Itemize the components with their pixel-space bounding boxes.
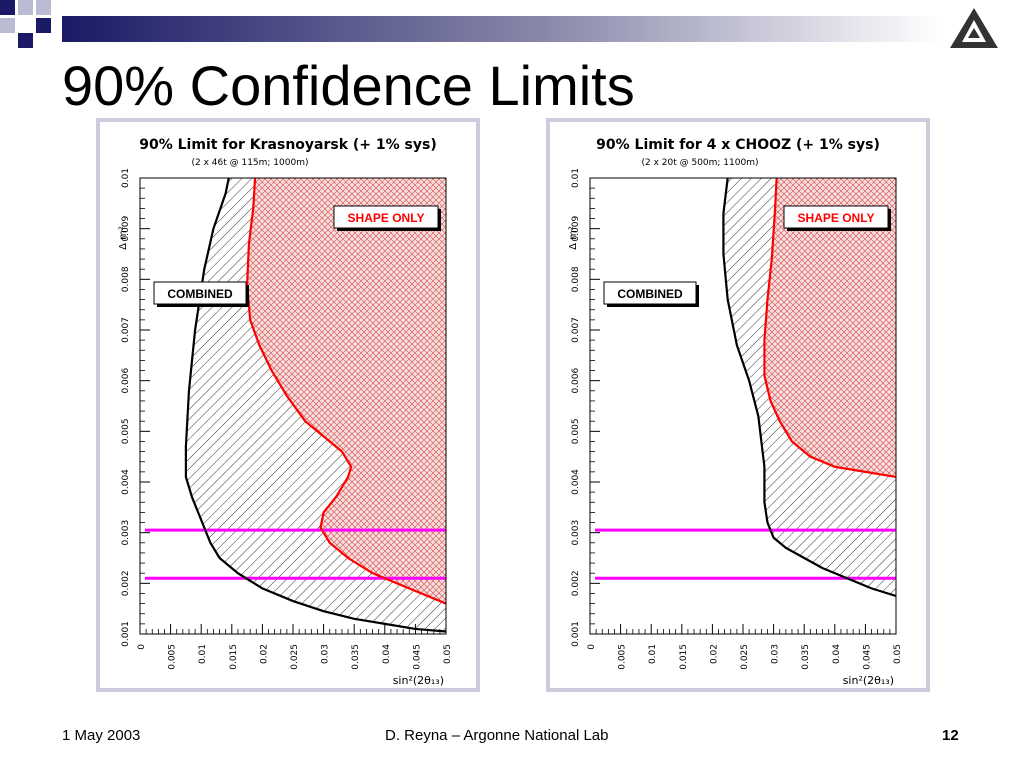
shape-only-excluded-region: [764, 178, 896, 477]
x-tick-label: 0.015: [229, 644, 239, 670]
x-tick-label: 0.01: [648, 644, 658, 664]
y-axis-label: Δ m²: [118, 226, 129, 250]
title-bar-graphic: [0, 0, 940, 48]
x-tick-label: 0.04: [382, 644, 392, 664]
shape-only-label: SHAPE ONLY: [783, 205, 891, 231]
footer-author: D. Reyna – Argonne National Lab: [385, 727, 609, 744]
y-tick-label: 0.004: [121, 469, 131, 495]
combined-label-text: COMBINED: [617, 287, 683, 301]
y-tick-label: 0.008: [571, 266, 581, 292]
chart-panel-chooz: 90% Limit for 4 x CHOOZ (+ 1% sys) (2 x 2…: [546, 118, 930, 692]
y-tick-label: 0.006: [571, 368, 581, 394]
plot-area: [595, 178, 896, 634]
y-tick-label: 0.009: [121, 216, 131, 242]
corner-square-6: [18, 33, 33, 48]
chart-subtitle: (2 x 46t @ 115m; 1000m): [191, 158, 308, 168]
shape-only-curve: [763, 178, 896, 479]
x-tick-label: 0.02: [709, 644, 719, 664]
y-tick-label: 0.004: [571, 469, 581, 495]
y-tick-label: 0.009: [571, 216, 581, 242]
x-tick-label: 0.03: [321, 644, 331, 664]
y-tick-label: 0.005: [571, 418, 581, 444]
combined-curve: [722, 178, 896, 598]
combined-label: COMBINED: [153, 281, 249, 307]
footer-date: 1 May 2003: [62, 727, 141, 744]
chart-chooz: 90% Limit for 4 x CHOOZ (+ 1% sys) (2 x 2…: [568, 137, 903, 687]
x-tick-label: 0.005: [168, 644, 178, 670]
page-number: 12: [942, 727, 959, 744]
shape-only-label: SHAPE ONLY: [333, 205, 441, 231]
x-tick-label: 0.04: [832, 644, 842, 664]
y-tick-label: 0.001: [571, 621, 581, 647]
x-tick-label: 0.02: [259, 644, 269, 664]
corner-square-2: [18, 0, 33, 15]
y-tick-label: 0.01: [121, 168, 131, 188]
x-axis-label: sin²(2θ₁₃): [843, 674, 894, 687]
y-tick-label: 0.01: [571, 168, 581, 188]
x-tick-label: 0.015: [679, 644, 689, 670]
page-title: 90% Confidence Limits: [62, 54, 635, 117]
y-tick-label: 0.008: [121, 266, 131, 292]
x-tick-label: 0.045: [862, 644, 872, 670]
chart-subtitle: (2 x 20t @ 500m; 1100m): [641, 158, 758, 168]
y-tick-label: 0.003: [121, 520, 131, 546]
x-tick-label: 0.01: [198, 644, 208, 664]
chart-panel-krasnoyarsk: 90% Limit for Krasnoyarsk (+ 1% sys) (2 x…: [96, 118, 480, 692]
y-tick-label: 0.006: [121, 368, 131, 394]
corner-square-4: [0, 18, 15, 33]
y-tick-label: 0.001: [121, 621, 131, 647]
title-bar: [0, 0, 940, 48]
y-tick-label: 0.002: [121, 570, 131, 596]
x-axis-label: sin²(2θ₁₃): [393, 674, 444, 687]
shape-only-label-text: SHAPE ONLY: [798, 211, 875, 225]
chart-title: 90% Limit for 4 x CHOOZ (+ 1% sys): [596, 137, 880, 153]
x-tick-label: 0: [587, 644, 597, 650]
y-tick-label: 0.007: [571, 317, 581, 343]
corner-square-3: [36, 0, 51, 15]
combined-label-text: COMBINED: [167, 287, 233, 301]
y-tick-label: 0.007: [121, 317, 131, 343]
argonne-triangle-logo-icon: [948, 6, 1000, 50]
shape-only-excluded-region: [247, 178, 446, 604]
chart-title: 90% Limit for Krasnoyarsk (+ 1% sys): [139, 137, 437, 153]
x-tick-label: 0.05: [893, 644, 903, 664]
corner-square-1: [0, 0, 15, 15]
x-tick-label: 0.05: [443, 644, 453, 664]
y-tick-label: 0.003: [571, 520, 581, 546]
x-tick-label: 0.035: [801, 644, 811, 670]
x-tick-label: 0.025: [740, 644, 750, 670]
chart-krasnoyarsk: 90% Limit for Krasnoyarsk (+ 1% sys) (2 x…: [118, 137, 453, 687]
y-tick-label: 0.002: [571, 570, 581, 596]
x-tick-label: 0.03: [771, 644, 781, 664]
x-tick-label: 0.005: [618, 644, 628, 670]
y-axis-label: Δ m²: [568, 226, 579, 250]
corner-square-5: [36, 18, 51, 33]
combined-label: COMBINED: [603, 281, 699, 307]
x-tick-label: 0.035: [351, 644, 361, 670]
x-tick-label: 0.045: [412, 644, 422, 670]
plot-area: [145, 178, 446, 634]
x-tick-label: 0: [137, 644, 147, 650]
y-tick-label: 0.005: [121, 418, 131, 444]
x-tick-label: 0.025: [290, 644, 300, 670]
title-gradient-bar: [62, 16, 940, 42]
shape-only-label-text: SHAPE ONLY: [348, 211, 425, 225]
